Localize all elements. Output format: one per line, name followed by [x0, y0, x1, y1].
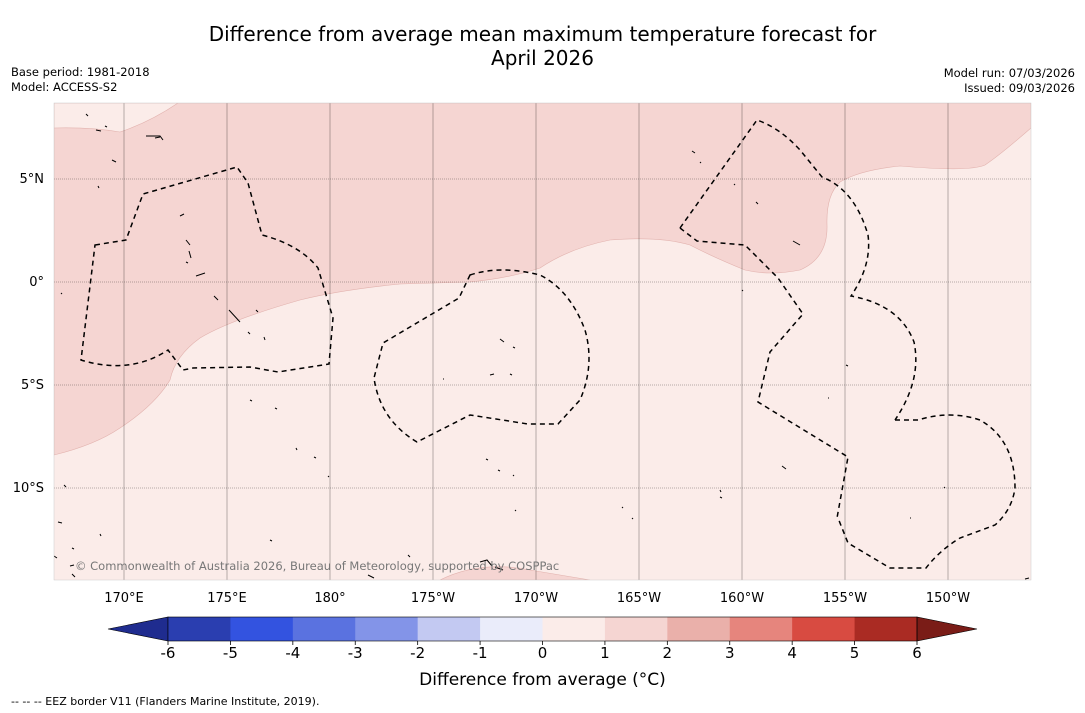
colorbar-extend-high: [916, 616, 978, 642]
base-period: Base period: 1981-2018: [11, 65, 150, 79]
colorbar-tick-label: 3: [725, 644, 735, 662]
colorbar-segment: [729, 617, 793, 641]
colorbar-segment: [480, 617, 543, 641]
lon-label-175w: 175°W: [411, 591, 455, 606]
lon-label-170w: 170°W: [514, 591, 558, 606]
lat-label-5n: 5°N: [20, 172, 45, 187]
graticule: [54, 103, 1031, 580]
colorbar-tick-label: 6: [912, 644, 922, 662]
colorbar-tick-label: -6: [161, 644, 176, 662]
colorbar-tick-label: 1: [600, 644, 610, 662]
colorbar-segment: [292, 617, 356, 641]
colorbar-tick-label: -1: [473, 644, 488, 662]
anomaly-1-2-region: [54, 103, 1031, 456]
eez-borders: [80, 119, 1016, 569]
lat-label-10s: 10°S: [13, 481, 44, 496]
model-run: Model run: 07/03/2026: [943, 66, 1075, 80]
lon-label-180: 180°: [314, 591, 345, 606]
model-name: Model: ACCESS-S2: [11, 80, 118, 94]
lon-label-170e: 170°E: [104, 591, 144, 606]
map-frame: [53, 102, 1032, 581]
anomaly-0-1-region-nw: [54, 103, 179, 133]
eez-line-islands: [679, 119, 917, 421]
eez-french-polynesia: [837, 414, 1016, 569]
colorbar-segment: [417, 617, 481, 641]
longitude-labels: 170°E 175°E 180° 175°W 170°W 165°W 160°W…: [104, 591, 970, 606]
lat-label-0: 0°: [29, 275, 44, 290]
colorbar-segment: [230, 617, 294, 641]
colorbar-segment: [667, 617, 731, 641]
issued-date: Issued: 09/03/2026: [964, 81, 1075, 95]
colorbar-tick-label: -4: [285, 644, 300, 662]
colorbar-label: Difference from average (°C): [419, 670, 666, 690]
lon-label-175e: 175°E: [207, 591, 247, 606]
colorbar-segment: [792, 617, 856, 641]
lon-label-150w: 150°W: [926, 591, 970, 606]
title-line-1: Difference from average mean maximum tem…: [208, 22, 877, 46]
copyright-notice: © Commonwealth of Australia 2026, Bureau…: [75, 559, 559, 573]
lon-label-160w: 160°W: [720, 591, 764, 606]
colorbar-segment: [168, 617, 231, 641]
colorbar-segment: [604, 617, 668, 641]
map-area: © Commonwealth of Australia 2026, Bureau…: [54, 103, 1031, 580]
map-title: Difference from average mean maximum tem…: [0, 22, 1085, 70]
anomaly-1-2-region-south: [439, 566, 591, 580]
eez-line-islands-inner: [679, 227, 849, 519]
meta-left: Base period: 1981-2018 Model: ACCESS-S2: [11, 65, 150, 95]
colorbar-tick-label: 2: [663, 644, 673, 662]
colorbar-tick-label: -3: [348, 644, 363, 662]
colorbar-tick-label: -5: [223, 644, 238, 662]
eez-footnote: -- -- -- EEZ border V11 (Flanders Marine…: [11, 695, 320, 708]
meta-right: Model run: 07/03/2026 Issued: 09/03/2026: [944, 66, 1075, 96]
colorbar-tick-label: 0: [538, 644, 548, 662]
lon-label-165w: 165°W: [617, 591, 661, 606]
colorbar-tick-label: 5: [850, 644, 860, 662]
colorbar-extend-low: [107, 616, 169, 642]
latitude-labels: 5°N 0° 5°S 10°S: [13, 172, 44, 496]
eez-tuvalu-kiribati-west: [80, 166, 334, 373]
colorbar-segment: [854, 617, 918, 641]
colorbar: -6 -5 -4 -3 -2 -1 0 1 2 3 4 5 6: [107, 616, 978, 662]
lon-label-155w: 155°W: [823, 591, 867, 606]
islands: [54, 113, 1030, 580]
colorbar-segment: [355, 617, 419, 641]
lat-label-5s: 5°S: [21, 378, 44, 393]
colorbar-segment: [542, 617, 606, 641]
colorbar-tick-label: 4: [787, 644, 797, 662]
title-line-2: April 2026: [491, 46, 594, 70]
colorbar-tick-label: -2: [410, 644, 425, 662]
